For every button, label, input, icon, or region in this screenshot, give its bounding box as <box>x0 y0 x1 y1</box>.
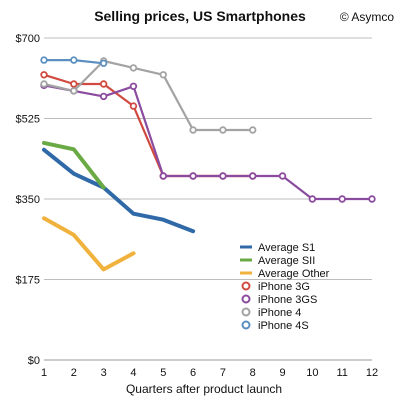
data-point <box>159 172 167 180</box>
data-point <box>40 56 48 64</box>
data-point <box>338 195 346 203</box>
series-line <box>42 216 136 272</box>
x-tick-label: 9 <box>279 367 285 379</box>
chart-title: Selling prices, US Smartphones <box>94 8 306 24</box>
data-point <box>70 56 78 64</box>
data-point <box>70 87 78 95</box>
x-tick-label: 4 <box>130 367 136 379</box>
legend-label: iPhone 4 <box>258 307 301 319</box>
copyright-text: © Asymco <box>339 10 394 24</box>
legend-label: Average Other <box>258 268 330 280</box>
data-point <box>249 126 257 134</box>
x-tick-label: 7 <box>220 367 226 379</box>
x-tick-label: 3 <box>101 367 107 379</box>
data-point <box>99 80 108 88</box>
data-point <box>219 172 227 180</box>
data-point <box>99 92 108 101</box>
y-tick-label: $0 <box>28 355 40 367</box>
series-line <box>43 84 372 201</box>
x-tick-label: 10 <box>306 367 318 379</box>
x-tick-label: 1 <box>41 367 47 379</box>
x-tick-label: 11 <box>336 367 347 379</box>
data-point <box>129 64 138 72</box>
data-point <box>308 195 317 203</box>
data-point <box>368 195 376 203</box>
data-point <box>40 71 48 79</box>
data-point <box>219 126 227 134</box>
legend-swatch <box>241 281 251 291</box>
series-line <box>43 59 253 132</box>
legend-swatch <box>241 294 251 304</box>
x-tick-label: 6 <box>190 367 196 379</box>
x-axis-label: Quarters after product launch <box>125 382 283 396</box>
data-point <box>278 172 287 180</box>
legend-label: Average S1 <box>258 242 315 254</box>
legend-label: iPhone 3G <box>258 281 310 293</box>
data-point <box>189 126 197 134</box>
data-point <box>159 71 167 79</box>
data-point <box>129 102 138 110</box>
x-tick-label: 5 <box>160 367 166 379</box>
y-tick-label: $525 <box>16 114 40 126</box>
data-point <box>40 80 48 88</box>
data-point <box>70 80 78 88</box>
data-point <box>99 59 108 67</box>
legend-label: iPhone 4S <box>258 320 309 332</box>
data-point <box>249 172 257 180</box>
y-tick-label: $350 <box>16 194 40 206</box>
legend-swatch <box>241 307 251 317</box>
y-tick-label: $700 <box>16 33 40 45</box>
data-point <box>129 82 138 90</box>
x-tick-label: 8 <box>250 367 256 379</box>
legend-swatch <box>241 320 251 330</box>
series-line <box>42 147 196 234</box>
legend-label: Average SII <box>258 255 315 267</box>
legend-label: iPhone 3GS <box>258 294 317 306</box>
data-point <box>189 172 197 180</box>
x-tick-label: 12 <box>366 367 378 379</box>
y-tick-label: $175 <box>16 275 40 287</box>
x-tick-label: 2 <box>71 367 77 379</box>
series-line <box>42 140 106 190</box>
